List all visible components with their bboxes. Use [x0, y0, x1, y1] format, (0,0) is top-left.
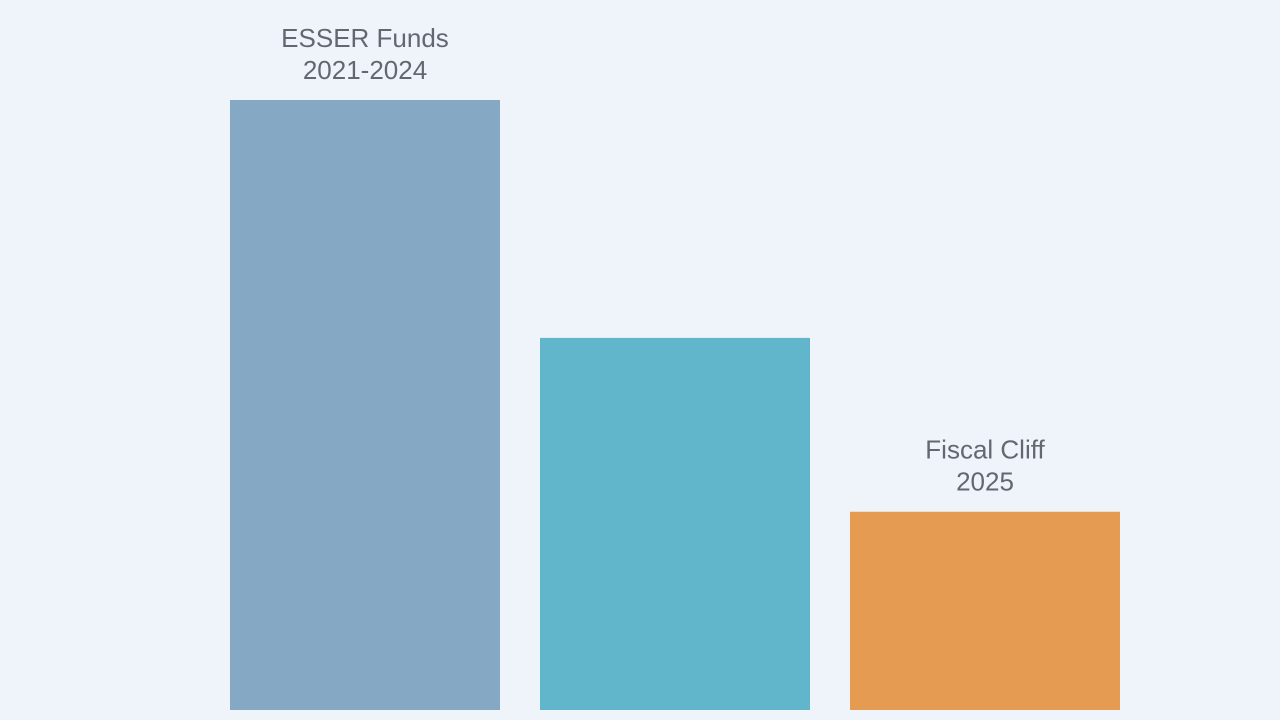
- bar: [230, 100, 500, 710]
- bar-label: 2021-2024: [303, 55, 427, 85]
- bar: [540, 337, 810, 710]
- bar-label: Fiscal Cliff: [925, 435, 1045, 465]
- bar: [850, 511, 1120, 710]
- bar-label: 2025: [956, 467, 1014, 497]
- bar-label: ESSER Funds: [281, 23, 449, 53]
